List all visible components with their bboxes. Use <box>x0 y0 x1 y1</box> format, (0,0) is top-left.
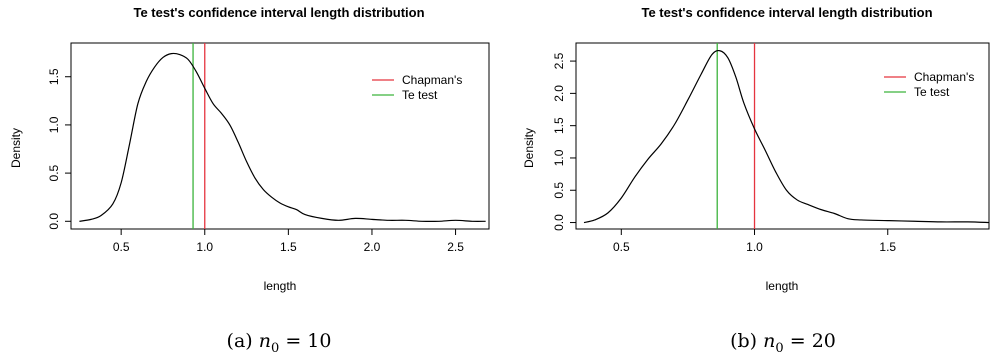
reference-lines <box>716 43 756 229</box>
panel-b: Te test's confidence interval length dis… <box>522 5 990 293</box>
legend-label: Chapman's <box>402 73 462 87</box>
caption-label: (b) <box>730 330 757 352</box>
caption-subscript: 0 <box>271 341 279 354</box>
caption-value: = 20 <box>790 330 836 352</box>
chart-title: Te test's confidence interval length dis… <box>133 5 424 20</box>
density-curves <box>79 52 486 223</box>
x-axis-label: length <box>264 279 297 293</box>
y-tick-label: 2.5 <box>552 52 566 69</box>
caption-a: (a) n0 = 10 <box>227 330 332 354</box>
x-tick-label: 2.5 <box>447 240 464 254</box>
x-tick-label: 1.0 <box>196 240 213 254</box>
density-curve <box>79 52 486 223</box>
y-tick-label: 1.5 <box>552 117 566 134</box>
y-axis-label: Density <box>9 128 23 168</box>
legend-label: Te test <box>402 88 438 102</box>
x-ticks: 0.5 1.0 1.5 2.0 2.5 <box>113 229 464 254</box>
panel-a: Te test's confidence interval length dis… <box>9 5 490 293</box>
legend-label: Chapman's <box>914 70 974 84</box>
x-tick-label: 1.5 <box>280 240 297 254</box>
legend-label: Te test <box>914 85 950 99</box>
y-tick-label: 0.0 <box>552 214 566 231</box>
density-curves <box>583 49 990 224</box>
y-tick-label: 0.5 <box>552 182 566 199</box>
y-tick-label: 2.0 <box>552 85 566 102</box>
x-tick-label: 0.5 <box>613 240 630 254</box>
y-tick-label: 1.0 <box>47 116 61 133</box>
caption-value: = 10 <box>285 330 331 352</box>
legend: Chapman'sTe test <box>372 73 462 102</box>
plot-frame <box>70 42 490 230</box>
y-tick-label: 0.0 <box>47 213 61 230</box>
y-tick-label: 0.5 <box>47 164 61 181</box>
plot-frame <box>575 42 990 230</box>
y-ticks: 0.0 0.5 1.0 1.5 2.0 2.5 <box>552 52 576 231</box>
caption-subscript: 0 <box>775 341 783 354</box>
x-tick-label: 1.5 <box>879 240 896 254</box>
caption-variable: n <box>763 330 775 352</box>
x-tick-label: 1.0 <box>746 240 763 254</box>
y-tick-label: 1.0 <box>552 149 566 166</box>
x-ticks: 0.5 1.0 1.5 <box>613 229 896 254</box>
x-tick-label: 2.0 <box>364 240 381 254</box>
caption-variable: n <box>259 330 271 352</box>
chart-title: Te test's confidence interval length dis… <box>641 5 932 20</box>
y-ticks: 0.0 0.5 1.0 1.5 <box>47 68 71 230</box>
density-curve <box>583 49 990 224</box>
y-tick-label: 1.5 <box>47 68 61 85</box>
caption-b: (b) n0 = 20 <box>730 330 836 354</box>
x-tick-label: 0.5 <box>113 240 130 254</box>
y-axis-label: Density <box>522 128 536 168</box>
reference-lines <box>192 43 206 229</box>
x-axis-label: length <box>766 279 799 293</box>
caption-label: (a) <box>227 330 253 352</box>
legend: Chapman'sTe test <box>884 70 974 99</box>
